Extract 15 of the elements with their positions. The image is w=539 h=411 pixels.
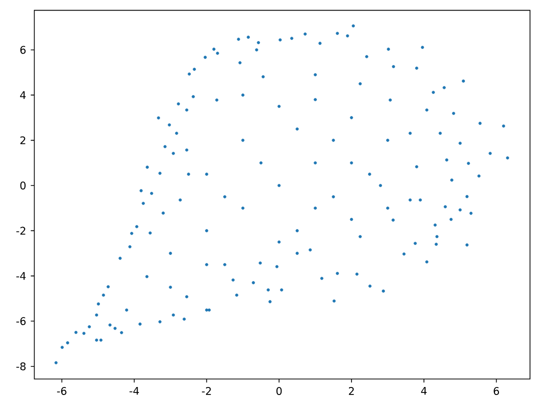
y-tick-label: -4	[16, 272, 26, 280]
y-tick-label: 0	[20, 182, 26, 190]
x-tick-label: -4	[130, 387, 139, 395]
y-tick-label: 2	[20, 136, 26, 144]
x-tick-label: -2	[202, 387, 211, 395]
y-tick-label: -2	[16, 226, 26, 235]
x-tick-label: 6	[494, 387, 500, 395]
x-tick-label: 2	[348, 387, 354, 395]
y-tick-label: -8	[16, 362, 26, 370]
y-tick-label: -6	[16, 317, 26, 326]
y-tick-label: 6	[20, 46, 26, 54]
x-tick-label: -6	[57, 387, 66, 395]
y-tick-label: 4	[20, 91, 26, 99]
x-tick-label: 0	[276, 387, 282, 395]
x-tick-label: 4	[421, 387, 427, 395]
